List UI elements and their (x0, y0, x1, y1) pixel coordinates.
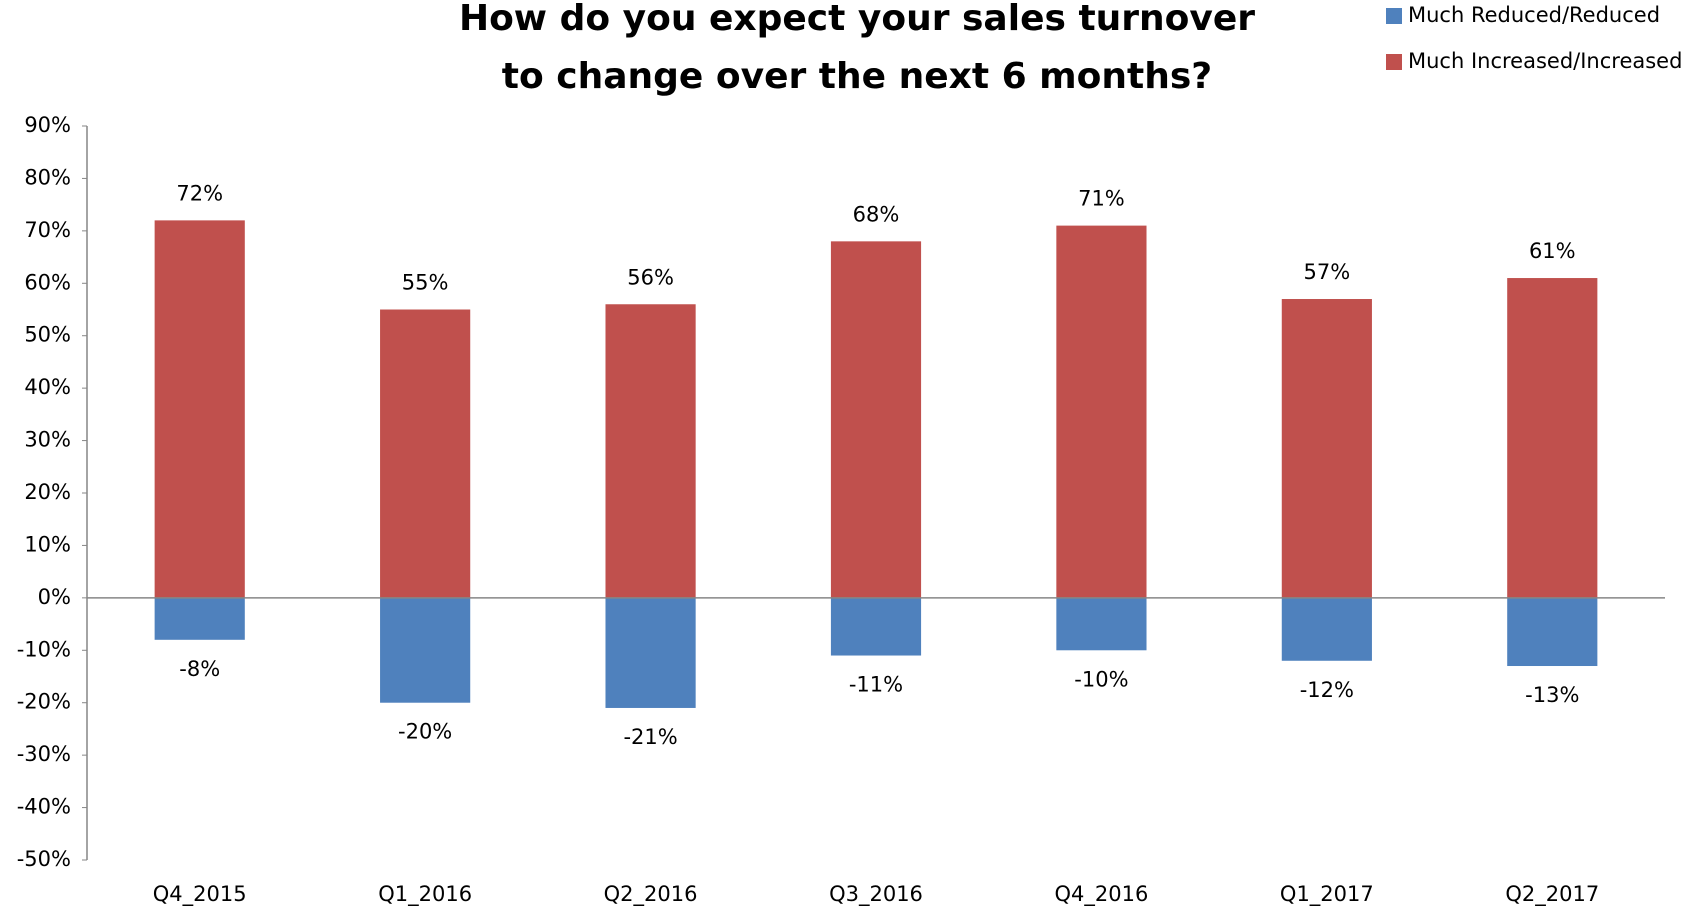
legend-label: Much Reduced/Reduced (1408, 3, 1660, 27)
x-tick-label: Q4_2015 (153, 882, 247, 906)
data-label: 55% (402, 271, 449, 295)
bar (154, 597, 245, 640)
data-label: 72% (176, 181, 223, 205)
data-label: -11% (849, 673, 903, 697)
data-label: 71% (1078, 187, 1125, 211)
y-tick-label: 60% (24, 270, 71, 294)
bar (154, 220, 245, 598)
bar (830, 597, 922, 656)
bar (1281, 299, 1372, 598)
legend-swatch (1386, 8, 1402, 24)
x-tick-label: Q2_2016 (604, 882, 698, 906)
x-tick-label: Q4_2016 (1055, 882, 1149, 906)
x-tick-label: Q2_2017 (1505, 882, 1599, 906)
bar (1056, 225, 1147, 598)
y-tick-label: -20% (17, 690, 71, 714)
data-label: 56% (627, 265, 674, 289)
y-tick-label: 0% (38, 585, 71, 609)
y-tick-label: 10% (24, 532, 71, 556)
y-tick-label: -40% (17, 795, 71, 819)
data-label: 61% (1529, 239, 1576, 263)
data-label: -8% (179, 657, 220, 681)
bar (1507, 597, 1598, 667)
bar (1507, 278, 1598, 598)
x-tick-label: Q3_2016 (829, 882, 923, 906)
bar (605, 597, 696, 708)
data-label: 57% (1304, 260, 1351, 284)
y-tick-label: 50% (24, 323, 71, 347)
y-tick-label: 90% (24, 113, 71, 137)
y-tick-label: -50% (17, 847, 71, 871)
bar (380, 309, 471, 598)
legend-swatch (1386, 54, 1402, 70)
x-tick-label: Q1_2017 (1280, 882, 1374, 906)
y-tick-label: 80% (24, 165, 71, 189)
bar (1056, 597, 1147, 651)
y-tick-label: -10% (17, 637, 71, 661)
data-label: -20% (398, 720, 452, 744)
y-tick-label: 70% (24, 218, 71, 242)
bar (380, 597, 471, 703)
y-tick-label: -30% (17, 742, 71, 766)
y-tick-label: 20% (24, 480, 71, 504)
bar (605, 304, 696, 598)
data-label: -10% (1074, 667, 1128, 691)
y-tick-label: 30% (24, 428, 71, 452)
legend-label: Much Increased/Increased (1408, 49, 1682, 73)
y-tick-label: 40% (24, 375, 71, 399)
data-label: -13% (1525, 683, 1579, 707)
chart-title: How do you expect your sales turnover to … (459, 0, 1255, 97)
bar (1281, 597, 1372, 661)
x-tick-label: Q1_2016 (378, 882, 472, 906)
data-label: -12% (1300, 678, 1354, 702)
bar (830, 241, 922, 598)
data-label: 68% (853, 202, 900, 226)
data-label: -21% (623, 725, 677, 749)
